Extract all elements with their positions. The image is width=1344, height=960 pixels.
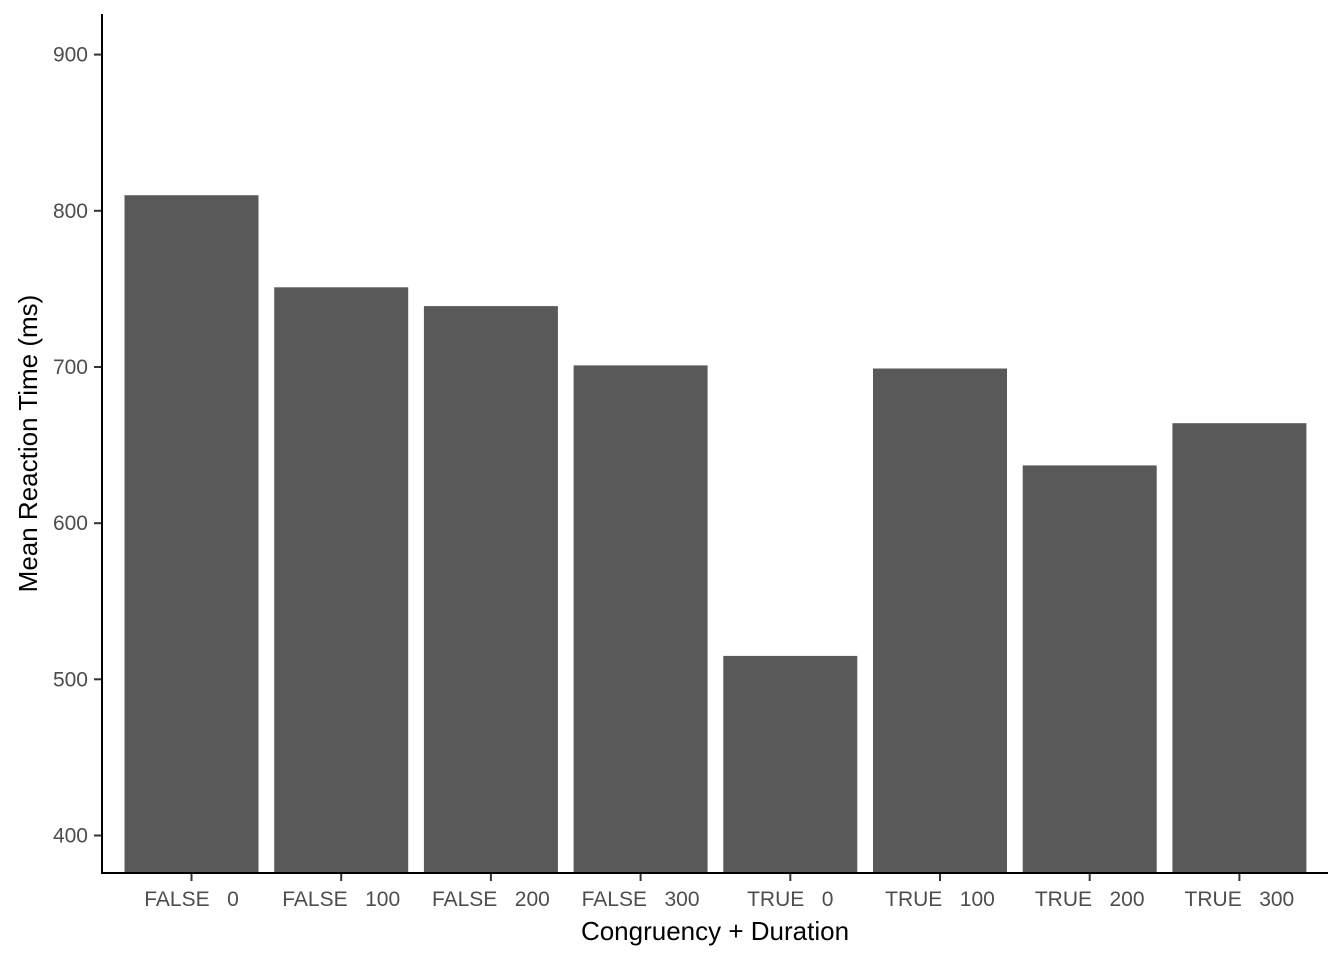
bar-6: [873, 368, 1007, 873]
x-tick-label: TRUE 200: [1035, 888, 1145, 911]
bar-7: [1022, 465, 1157, 873]
x-tick-label: FALSE 0: [144, 888, 239, 911]
y-axis-ticks: 400 500 600 700 800 900: [53, 44, 102, 848]
bar-4: [573, 365, 708, 873]
x-tick-label: TRUE 100: [885, 888, 995, 911]
y-tick-label: 700: [53, 356, 88, 379]
x-tick-label: FALSE 300: [582, 888, 700, 911]
y-tick-label: 900: [53, 44, 88, 67]
x-tick-label: TRUE 0: [747, 888, 833, 911]
bar-5: [723, 655, 858, 873]
y-tick-label: 400: [53, 825, 88, 848]
x-axis-ticks: FALSE 0 FALSE 100 FALSE 200 FALSE 300 TRUE 0…: [144, 873, 1294, 911]
bar-2: [274, 287, 409, 873]
y-axis-title: Mean Reaction Time (ms): [13, 295, 43, 593]
y-tick-label: 600: [53, 512, 88, 535]
bar-1: [124, 195, 259, 873]
x-axis-title: Congruency + Duration: [581, 916, 849, 946]
y-tick-label: 800: [53, 200, 88, 223]
y-tick-label: 500: [53, 668, 88, 691]
bar-3: [423, 306, 558, 874]
x-tick-label: FALSE 100: [282, 888, 400, 911]
x-tick-label: FALSE 200: [432, 888, 550, 911]
bars-group: [124, 195, 1307, 874]
x-tick-label: TRUE 300: [1185, 888, 1295, 911]
bar-8: [1172, 423, 1307, 873]
